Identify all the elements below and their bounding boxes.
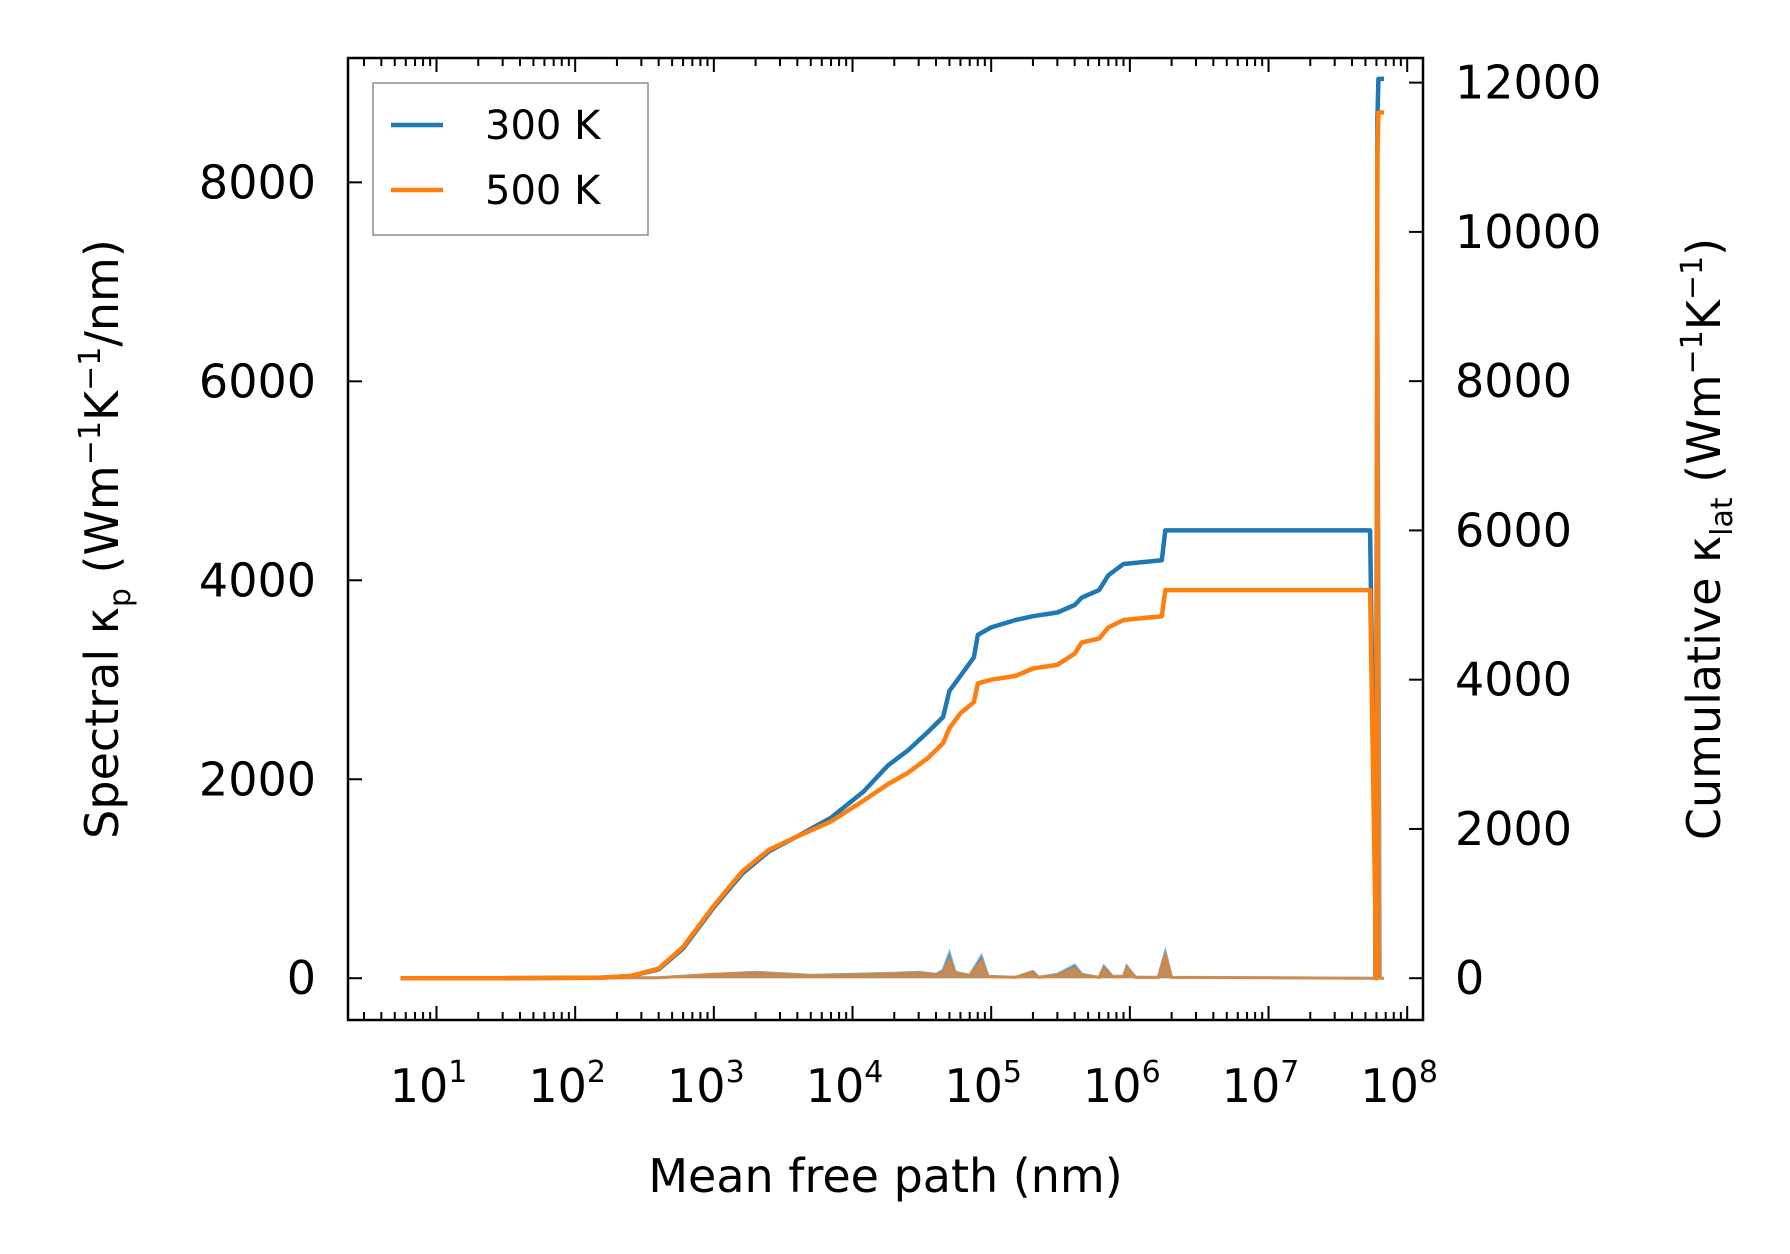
legend-label-500k: 500 K <box>485 168 602 214</box>
y-right-units-close: ) <box>1677 238 1731 256</box>
x-tick-label: 101 <box>390 1055 468 1113</box>
y-axis-label-right: Cumulative κlat (Wm−1K−1) <box>1675 238 1740 840</box>
y-left-sup1: −1 <box>73 421 108 465</box>
cumulative-line-500k <box>400 110 1384 981</box>
y-right-mid: K <box>1677 298 1731 330</box>
plot-frame <box>346 56 1425 1022</box>
legend: 300 K 500 K <box>372 82 649 236</box>
y-right-tick-label: 6000 <box>1455 503 1572 557</box>
x-tick-label: 106 <box>1083 1055 1161 1113</box>
y-right-tick-label: 4000 <box>1455 653 1572 707</box>
legend-box <box>372 82 649 236</box>
y-right-tick-label: 2000 <box>1455 802 1572 856</box>
y-right-prefix: Cumulative κ <box>1677 536 1731 840</box>
y-left-tick-label: 8000 <box>199 155 316 209</box>
y-left-sub: p <box>103 588 138 607</box>
x-tick-label: 107 <box>1222 1055 1300 1113</box>
y-right-tick-label: 10000 <box>1455 205 1601 259</box>
y-left-prefix: Spectral κ <box>75 607 129 839</box>
spectral-line-500k <box>400 162 1384 980</box>
x-tick-label: 103 <box>667 1055 745 1113</box>
y-right-tick-label: 0 <box>1455 951 1484 1005</box>
x-tick-label: 102 <box>528 1055 606 1113</box>
ticks-layer: 101 102 103 104 105 106 107 108 0 2000 4000 6000 800… <box>199 56 1601 1113</box>
y-right-sub: lat <box>1705 497 1740 536</box>
y-left-units-open: (Wm <box>75 465 129 588</box>
cumulative-layer <box>400 76 1384 981</box>
spectral-layer <box>400 102 1384 980</box>
x-axis-label: Mean free path (nm) <box>648 1149 1122 1203</box>
y-left-tick-label: 0 <box>287 951 316 1005</box>
x-tick-label: 108 <box>1360 1055 1438 1113</box>
legend-label-300k: 300 K <box>485 103 602 149</box>
y-left-sup2: −1 <box>73 347 108 391</box>
y-left-mid: K <box>75 389 129 421</box>
y-right-sup2: −1 <box>1675 256 1710 300</box>
y-right-tick-label: 8000 <box>1455 354 1572 408</box>
y-right-units-open: (Wm <box>1677 374 1731 497</box>
y-left-tick-label: 4000 <box>199 553 316 607</box>
y-left-units-close: /nm) <box>75 239 129 346</box>
y-left-tick-label: 6000 <box>199 354 316 408</box>
y-left-tick-label: 2000 <box>199 752 316 806</box>
y-right-tick-label: 12000 <box>1455 56 1601 110</box>
x-tick-label: 105 <box>944 1055 1022 1113</box>
x-tick-label: 104 <box>806 1055 884 1113</box>
spectral-fill-500k <box>400 162 1384 979</box>
y-axis-label-left: Spectral κp (Wm−1K−1/nm) <box>73 239 138 839</box>
y-right-sup1: −1 <box>1675 330 1710 374</box>
